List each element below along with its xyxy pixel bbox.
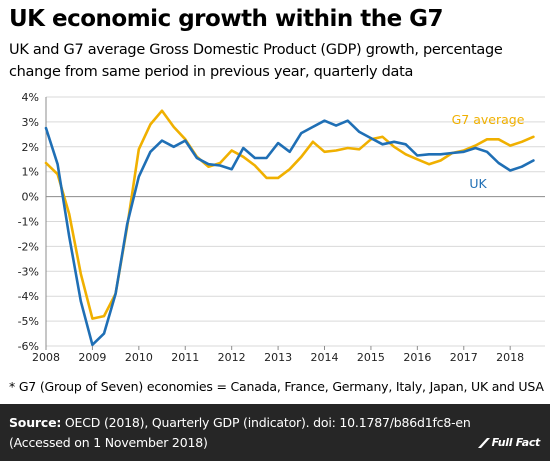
g7-average-line (44, 109, 535, 320)
x-tick-label: 2008 (32, 351, 60, 364)
y-tick-label: -5% (18, 315, 39, 328)
uk-label: UK (469, 176, 487, 191)
y-tick-label: 2% (22, 141, 39, 154)
y-tick-label: 0% (22, 191, 39, 204)
chart-title: UK economic growth within the G7 (9, 6, 444, 32)
footnote: * G7 (Group of Seven) economies = Canada… (9, 379, 544, 394)
full-fact-logo-icon (477, 438, 490, 448)
y-tick-label: 3% (22, 116, 39, 129)
series-lines (44, 109, 535, 347)
x-tick-label: 2018 (496, 351, 524, 364)
y-axis: -6% -5% -4% -3% -2% -1% 0% 1% 2% 3% 4% (18, 91, 47, 353)
gridlines (46, 96, 545, 347)
series-labels: G7 average UK (452, 112, 525, 191)
full-fact-logo: Full Fact (477, 436, 541, 449)
accessed-date: (Accessed on 1 November 2018) (9, 435, 208, 450)
x-tick-label: 2014 (311, 351, 339, 364)
y-tick-label: 1% (22, 166, 39, 179)
x-tick-label: 2010 (125, 351, 153, 364)
y-tick-label: -4% (18, 290, 39, 303)
x-tick-label: 2011 (171, 351, 199, 364)
source-label: Source: (9, 415, 62, 430)
source-text: Source: OECD (2018), Quarterly GDP (indi… (9, 413, 479, 453)
y-tick-label: -2% (18, 240, 39, 253)
y-tick-label: 4% (22, 91, 39, 104)
logo-text: Full Fact (491, 436, 541, 449)
x-tick-label: 2016 (403, 351, 431, 364)
y-tick-label: -6% (18, 340, 39, 353)
y-tick-label: -1% (18, 216, 39, 229)
x-axis: 2008 2009 2010 2011 2012 2013 2014 2015 2016 2017… (32, 346, 524, 364)
footer: Source: OECD (2018), Quarterly GDP (indi… (0, 404, 550, 461)
x-tick-label: 2013 (264, 351, 292, 364)
source-citation: OECD (2018), Quarterly GDP (indicator). … (64, 415, 471, 430)
x-tick-label: 2017 (450, 351, 478, 364)
g7-average-label: G7 average (452, 112, 525, 127)
y-tick-label: -3% (18, 265, 39, 278)
x-tick-label: 2012 (218, 351, 246, 364)
chart-subtitle: UK and G7 average Gross Domestic Product… (9, 42, 503, 80)
x-tick-label: 2009 (78, 351, 106, 364)
uk-line (44, 119, 535, 347)
x-tick-label: 2015 (357, 351, 385, 364)
